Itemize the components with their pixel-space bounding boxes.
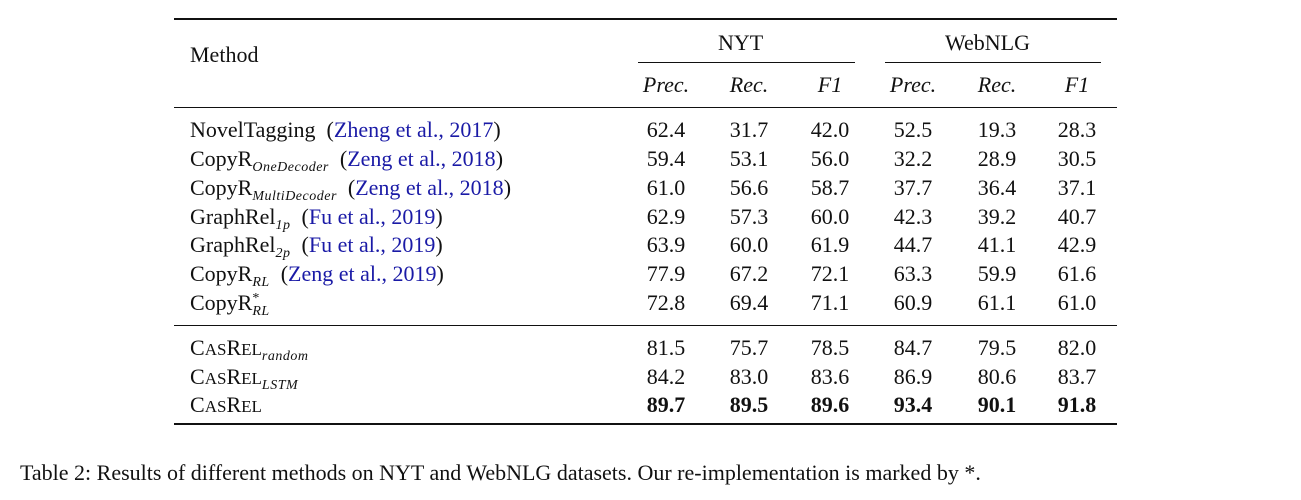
metric-header: Prec.: [889, 72, 937, 97]
citation-link[interactable]: (Zheng et al., 2017): [326, 117, 501, 142]
table-cell: 62.4: [646, 117, 686, 142]
table-cell: 37.1: [1057, 175, 1097, 200]
table-cell: 89.5: [729, 392, 769, 417]
table-cell: 89.6: [810, 392, 850, 417]
table-cell: 86.9: [893, 364, 933, 389]
table-cell: 32.2: [893, 146, 933, 171]
table-cell: 78.5: [810, 335, 850, 360]
table-cell: 61.0: [1057, 290, 1097, 315]
table-cell: 41.1: [977, 232, 1017, 257]
table-cell: 52.5: [893, 117, 933, 142]
mid-rule: [174, 325, 1117, 326]
metric-header: F1: [1064, 72, 1090, 97]
citation-link[interactable]: (Fu et al., 2019): [301, 204, 443, 229]
method-name: CASRELrandom: [190, 335, 309, 364]
table-cell: 83.6: [810, 364, 850, 389]
method-name: CASRELLSTM: [190, 364, 299, 393]
table-cell: 39.2: [977, 204, 1017, 229]
table-cell: 56.6: [729, 175, 769, 200]
table-cell: 84.2: [646, 364, 686, 389]
table-cell: 79.5: [977, 335, 1017, 360]
table-cell: 63.9: [646, 232, 686, 257]
metric-header: F1: [817, 72, 843, 97]
table-cell: 58.7: [810, 175, 850, 200]
table-cell: 57.3: [729, 204, 769, 229]
table-cell: 71.1: [810, 290, 850, 315]
table-cell: 30.5: [1057, 146, 1097, 171]
table-cell: 53.1: [729, 146, 769, 171]
webnlg-header: WebNLG: [945, 30, 1030, 55]
table-cell: 61.6: [1057, 261, 1097, 286]
table-cell: 40.7: [1057, 204, 1097, 229]
method-name: GraphRel1p (Fu et al., 2019): [190, 204, 443, 233]
method-header: Method: [190, 42, 259, 67]
citation-link[interactable]: (Zeng et al., 2019): [280, 261, 444, 286]
table-cell: 19.3: [977, 117, 1017, 142]
table-cell: 28.9: [977, 146, 1017, 171]
header-rule: [174, 107, 1117, 108]
method-name: CASREL: [190, 392, 262, 417]
table-cell: 59.4: [646, 146, 686, 171]
table-cell: 61.9: [810, 232, 850, 257]
table-cell: 67.2: [729, 261, 769, 286]
table-caption: Table 2: Results of different methods on…: [20, 460, 981, 485]
table-cell: 60.0: [729, 232, 769, 257]
metric-header: Prec.: [642, 72, 690, 97]
table-cell: 80.6: [977, 364, 1017, 389]
method-name: CopyROneDecoder (Zeng et al., 2018): [190, 146, 504, 175]
table-cell: 93.4: [893, 392, 933, 417]
table-cell: 91.8: [1057, 392, 1097, 417]
table-cell: 31.7: [729, 117, 769, 142]
webnlg-group-rule: [885, 62, 1101, 63]
table-cell: 83.7: [1057, 364, 1097, 389]
metric-header: Rec.: [729, 72, 769, 97]
table-cell: 36.4: [977, 175, 1017, 200]
table-cell: 59.9: [977, 261, 1017, 286]
table-cell: 77.9: [646, 261, 686, 286]
table-cell: 72.1: [810, 261, 850, 286]
table-cell: 42.0: [810, 117, 850, 142]
table-cell: 89.7: [646, 392, 686, 417]
table-cell: 72.8: [646, 290, 686, 315]
bottom-rule: [174, 423, 1117, 425]
table-cell: 90.1: [977, 392, 1017, 417]
table-cell: 82.0: [1057, 335, 1097, 360]
citation-link[interactable]: (Fu et al., 2019): [301, 232, 443, 257]
table-cell: 60.9: [893, 290, 933, 315]
table-cell: 63.3: [893, 261, 933, 286]
table-cell: 37.7: [893, 175, 933, 200]
citation-link[interactable]: (Zeng et al., 2018): [347, 175, 512, 200]
method-name: NovelTagging (Zheng et al., 2017): [190, 117, 501, 142]
nyt-header: NYT: [718, 30, 764, 55]
table-cell: 61.0: [646, 175, 686, 200]
table-cell: 44.7: [893, 232, 933, 257]
top-rule: [174, 18, 1117, 20]
table-cell: 42.3: [893, 204, 933, 229]
table-cell: 61.1: [977, 290, 1017, 315]
method-name: GraphRel2p (Fu et al., 2019): [190, 232, 443, 261]
table-cell: 42.9: [1057, 232, 1097, 257]
metric-header: Rec.: [977, 72, 1017, 97]
table-cell: 69.4: [729, 290, 769, 315]
table-cell: 75.7: [729, 335, 769, 360]
table-cell: 84.7: [893, 335, 933, 360]
method-name: CopyRMultiDecoder (Zeng et al., 2018): [190, 175, 512, 204]
table-cell: 60.0: [810, 204, 850, 229]
table-cell: 83.0: [729, 364, 769, 389]
table-cell: 81.5: [646, 335, 686, 360]
method-name: CopyRRL (Zeng et al., 2019): [190, 261, 444, 290]
table-cell: 28.3: [1057, 117, 1097, 142]
citation-link[interactable]: (Zeng et al., 2018): [339, 146, 504, 171]
method-name: CopyR*RL: [190, 290, 270, 319]
table-cell: 62.9: [646, 204, 686, 229]
table-cell: 56.0: [810, 146, 850, 171]
nyt-group-rule: [638, 62, 855, 63]
